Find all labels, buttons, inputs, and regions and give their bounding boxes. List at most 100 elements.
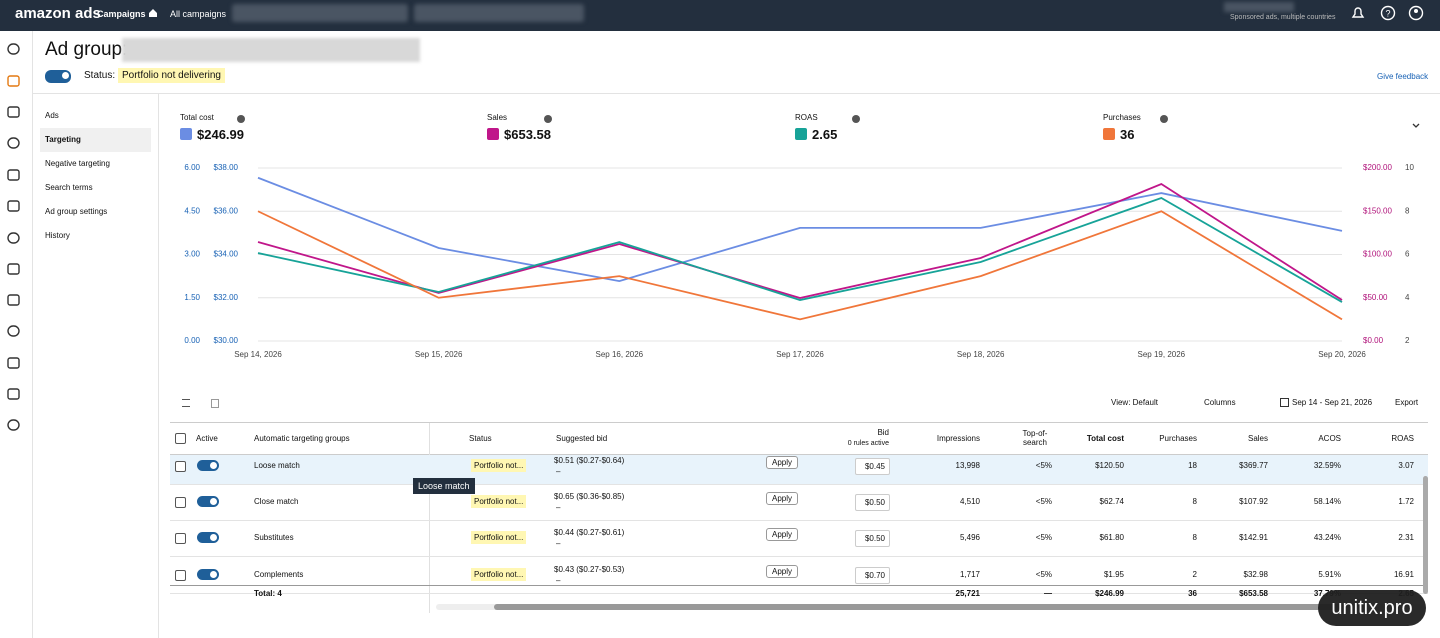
divider [158, 93, 159, 638]
column-header[interactable]: Automatic targeting groups [254, 434, 350, 443]
chart: 0.00 1.50 3.00 4.50 6.00 $30.00 $32.00 $34.00 $3… [184, 123, 1420, 359]
column-header[interactable]: Total cost [1086, 434, 1124, 443]
bid-input[interactable]: $0.70 [855, 567, 890, 584]
table-cell: <5% [1035, 461, 1052, 470]
page-title: Ad group: [45, 39, 128, 60]
date-range[interactable]: Sep 14 - Sep 21, 2026 [1292, 398, 1373, 407]
logo[interactable]: amazon ads [15, 5, 101, 22]
blurred-crumb [414, 4, 584, 22]
axis-tick-label: 6.00 [184, 163, 200, 172]
table-cell: 5,496 [959, 533, 980, 542]
ad-group-toggle[interactable] [45, 70, 71, 83]
target-name: Substitutes [254, 533, 294, 542]
suggested-dash: – [556, 539, 561, 548]
bid-input[interactable]: $0.50 [855, 494, 890, 511]
total-cell: — [1044, 589, 1052, 598]
header-checkbox[interactable] [175, 433, 186, 444]
suggested-dash: – [556, 467, 561, 476]
scroll-thumb[interactable] [494, 604, 1340, 610]
table-cell: 1,717 [959, 570, 980, 579]
metric-swatch [795, 128, 807, 140]
column-header[interactable]: Top-of-search [1022, 429, 1048, 447]
vscroll-thumb[interactable] [1423, 476, 1428, 594]
metric-total: 2.65 [812, 127, 838, 142]
total-cell: 36 [1188, 589, 1197, 598]
export-button[interactable]: Export [1395, 398, 1419, 407]
axis-tick-label: $50.00 [1363, 293, 1388, 302]
nav-icon [7, 106, 20, 118]
svg-text:?: ? [1385, 8, 1390, 18]
watermark: unitix.pro [1318, 590, 1426, 626]
apply-button[interactable]: Apply [766, 565, 799, 578]
row-checkbox[interactable] [175, 497, 186, 508]
sidebar-item[interactable]: Ad group settings [45, 207, 108, 216]
column-header[interactable]: Suggested bid [556, 434, 608, 443]
row-checkbox[interactable] [175, 570, 186, 581]
nav-icon [7, 75, 20, 87]
column-header[interactable]: Status [469, 434, 492, 443]
column-header[interactable]: ACOS [1318, 434, 1341, 443]
row-toggle[interactable] [197, 460, 219, 471]
row-toggle[interactable] [197, 569, 219, 580]
sidebar-item[interactable]: Negative targeting [45, 159, 110, 168]
apply-button[interactable]: Apply [766, 492, 799, 505]
series-line [257, 182, 1343, 301]
apply-button[interactable]: Apply [766, 528, 799, 541]
status-badge: Portfolio not... [471, 495, 527, 508]
row-toggle[interactable] [197, 496, 219, 507]
table-cell: 2 [1192, 570, 1197, 579]
metric-name[interactable]: Sales [487, 113, 508, 122]
feedback-link[interactable]: Give feedback [1377, 72, 1429, 81]
table-cell: 13,998 [955, 461, 980, 470]
sidebar-item[interactable]: History [45, 231, 70, 240]
top-bar: amazon ads Campaigns All campaigns Spons… [0, 0, 1440, 31]
apply-button[interactable]: Apply [766, 456, 799, 469]
table-cell: 3.07 [1398, 461, 1414, 470]
table-header-line [170, 454, 1428, 455]
table-cell: 1.72 [1398, 497, 1414, 506]
sidebar-item[interactable]: Ads [45, 111, 59, 120]
blurred-crumb [232, 4, 408, 22]
columns-select[interactable]: Columns [1204, 398, 1236, 407]
axis-tick-label: $34.00 [214, 250, 239, 259]
sidebar-item[interactable]: Targeting [45, 135, 81, 144]
total-cell: $246.99 [1095, 589, 1124, 598]
metric-name[interactable]: Purchases [1103, 113, 1141, 122]
column-header[interactable]: Impressions [936, 434, 980, 443]
axis-tick-label: 0.00 [184, 336, 200, 345]
nav-campaigns[interactable]: Campaigns [97, 9, 146, 19]
bid-input[interactable]: $0.50 [855, 530, 890, 547]
column-header[interactable]: Purchases [1159, 434, 1197, 443]
x-tick-label: Sep 19, 2026 [1138, 350, 1186, 359]
row-checkbox[interactable] [175, 461, 186, 472]
status-badge: Portfolio not... [471, 531, 527, 544]
view-select[interactable]: View: Default [1111, 398, 1158, 407]
metric-swatch [487, 128, 499, 140]
col-divider [429, 423, 430, 613]
icon-rail [7, 43, 20, 431]
bid-input[interactable]: $0.45 [855, 458, 890, 475]
account[interactable]: Sponsored ads, multiple countries [1230, 14, 1336, 21]
series-line [257, 176, 1343, 283]
column-header[interactable]: Sales [1247, 434, 1268, 443]
sidebar-item[interactable]: Search terms [45, 183, 93, 192]
table-cell: 4,510 [959, 497, 980, 506]
metric-total: $653.58 [504, 127, 551, 142]
row-toggle[interactable] [197, 532, 219, 543]
header-icons[interactable]: ? [1350, 5, 1426, 21]
metric-name[interactable]: Total cost [180, 113, 214, 122]
bid-subheader: 0 rules active [847, 440, 889, 447]
divider [33, 93, 1440, 94]
table-cell: <5% [1035, 497, 1052, 506]
home-icon[interactable] [148, 8, 158, 18]
row-checkbox[interactable] [175, 533, 186, 544]
table-top [170, 422, 1428, 423]
suggested-dash: – [556, 503, 561, 512]
filter-icon[interactable] [182, 399, 190, 407]
column-header[interactable]: Active [196, 434, 218, 443]
metric-name[interactable]: ROAS [795, 113, 818, 122]
column-header[interactable]: ROAS [1391, 434, 1414, 443]
nav-all-campaigns[interactable]: All campaigns [170, 9, 227, 19]
column-header[interactable]: Bid [877, 428, 889, 437]
copy-icon[interactable] [211, 399, 219, 408]
